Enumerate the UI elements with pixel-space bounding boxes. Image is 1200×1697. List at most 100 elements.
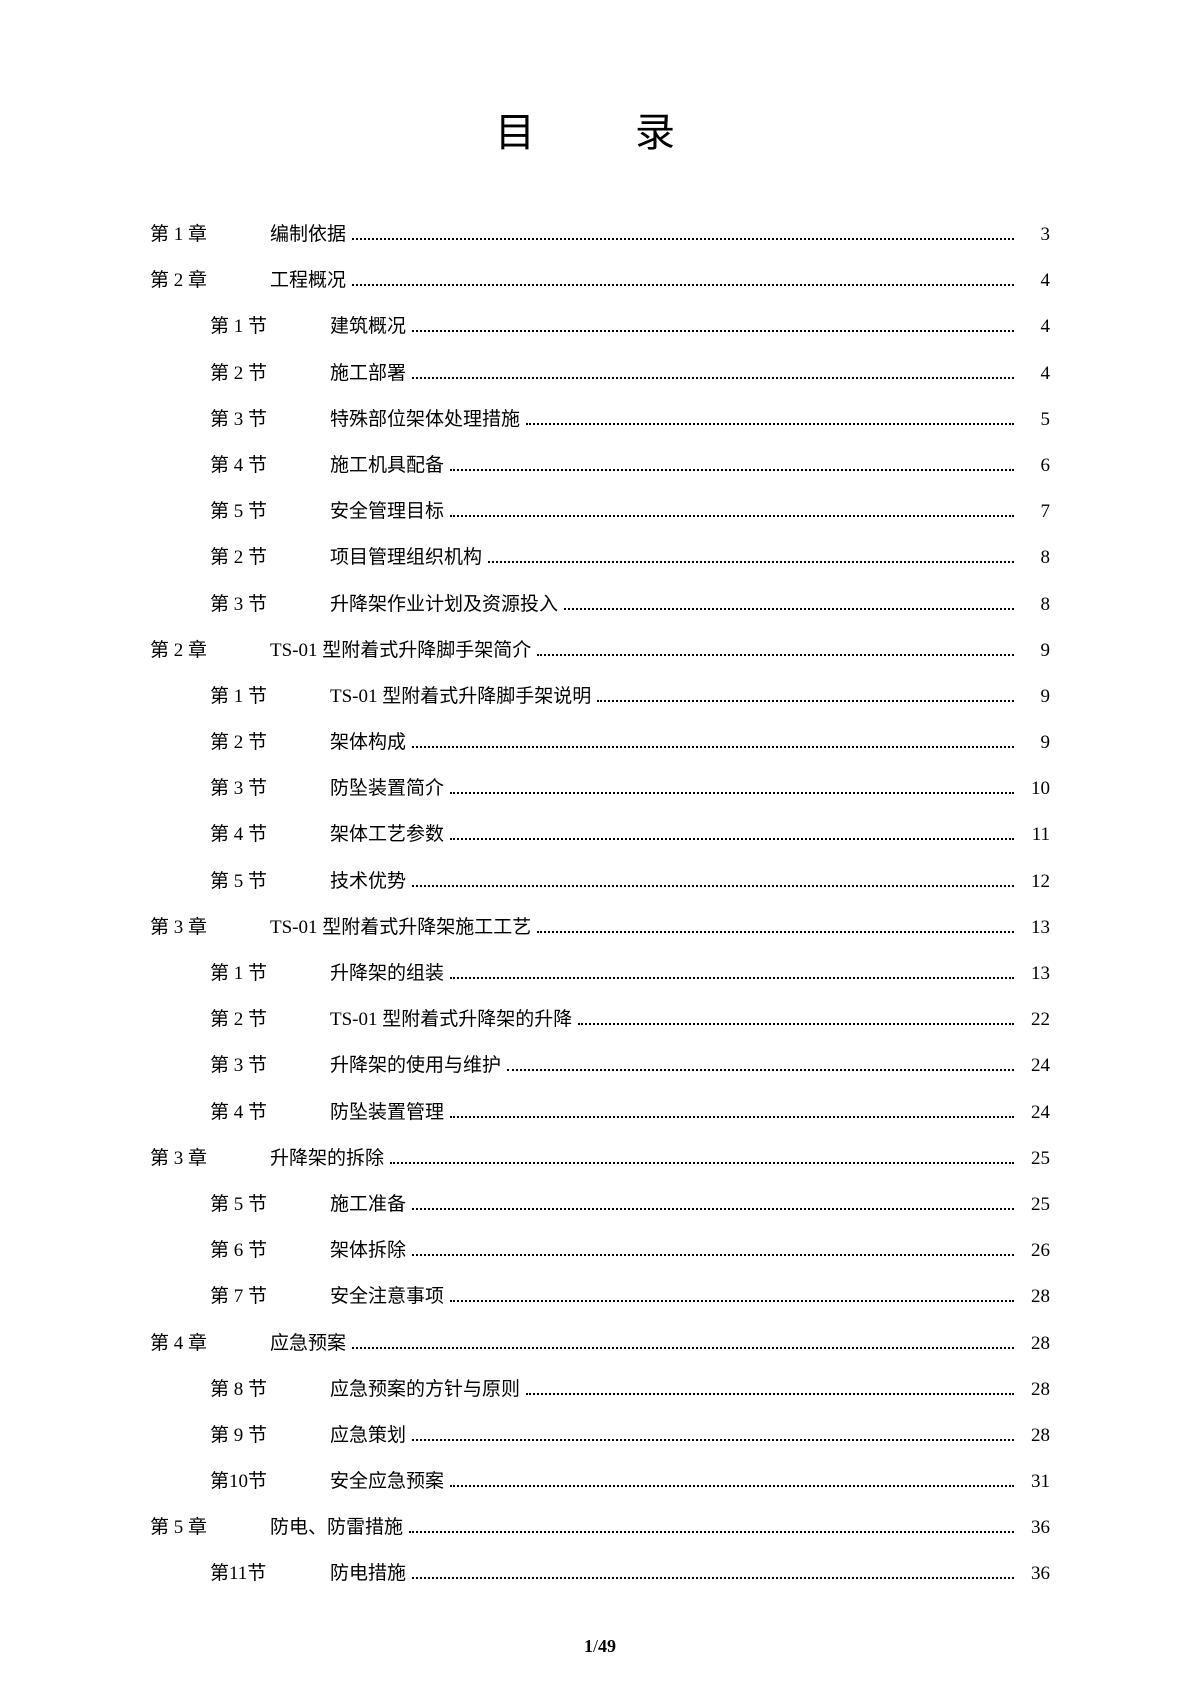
- toc-page-number: 28: [1020, 1419, 1050, 1453]
- toc-leader-dots: [537, 654, 1014, 656]
- toc-leader-dots: [597, 700, 1014, 702]
- toc-entry-title: 升降架作业计划及资源投入: [310, 588, 558, 622]
- toc-leader-dots: [537, 931, 1014, 933]
- toc-leader-dots: [564, 608, 1014, 610]
- toc-entry-title: 建筑概况: [310, 310, 406, 344]
- toc-section-label: 第 4 节: [150, 818, 310, 852]
- toc-leader-dots: [412, 1254, 1014, 1256]
- toc-section-label: 第 9 节: [150, 1419, 310, 1453]
- toc-page-number: 4: [1020, 310, 1050, 344]
- toc-leader-dots: [488, 561, 1014, 563]
- toc-page-number: 9: [1020, 634, 1050, 668]
- toc-page-number: 28: [1020, 1373, 1050, 1407]
- toc-page-number: 25: [1020, 1142, 1050, 1176]
- toc-leader-dots: [450, 792, 1014, 794]
- toc-leader-dots: [450, 838, 1014, 840]
- toc-entry: 第 3 章TS-01 型附着式升降架施工工艺 13: [150, 911, 1050, 945]
- toc-chapter-label: 第 5 章: [150, 1511, 250, 1545]
- toc-entry-title: 防坠装置简介: [310, 772, 444, 806]
- toc-entry-title: 升降架的组装: [310, 957, 444, 991]
- toc-entry: 第 2 章工程概况4: [150, 264, 1050, 298]
- toc-page-number: 4: [1020, 264, 1050, 298]
- toc-entry: 第 3 节特殊部位架体处理措施5: [150, 403, 1050, 437]
- toc-entry-title: 安全管理目标: [310, 495, 444, 529]
- toc-entry: 第 5 节施工准备25: [150, 1188, 1050, 1222]
- toc-entry-title: 施工准备: [310, 1188, 406, 1222]
- toc-leader-dots: [450, 515, 1014, 517]
- toc-page-number: 28: [1020, 1327, 1050, 1361]
- toc-leader-dots: [450, 1116, 1014, 1118]
- toc-page-number: 9: [1020, 726, 1050, 760]
- toc-entry: 第 3 节升降架作业计划及资源投入 8: [150, 588, 1050, 622]
- toc-entry-title: 特殊部位架体处理措施: [310, 403, 520, 437]
- toc-entry-title: 防坠装置管理: [310, 1096, 444, 1130]
- toc-entry-title: 升降架的拆除: [250, 1142, 384, 1176]
- toc-list: 第 1 章编制依据3第 2 章工程概况4第 1 节建筑概况4第 2 节施工部署4…: [150, 218, 1050, 1592]
- toc-entry-title: 架体拆除: [310, 1234, 406, 1268]
- toc-entry: 第 3 节防坠装置简介10: [150, 772, 1050, 806]
- toc-entry: 第 4 节防坠装置管理24: [150, 1096, 1050, 1130]
- toc-page-number: 13: [1020, 957, 1050, 991]
- toc-entry-title: TS-01 型附着式升降脚手架说明: [310, 680, 591, 714]
- toc-leader-dots: [526, 423, 1014, 425]
- toc-entry: 第 8 节应急预案的方针与原则28: [150, 1373, 1050, 1407]
- toc-leader-dots: [352, 284, 1014, 286]
- toc-entry: 第 3 节升降架的使用与维护24: [150, 1049, 1050, 1083]
- toc-entry: 第 2 节项目管理组织机构8: [150, 541, 1050, 575]
- toc-section-label: 第 4 节: [150, 1096, 310, 1130]
- toc-chapter-label: 第 2 章: [150, 634, 250, 668]
- toc-entry-title: 安全注意事项: [310, 1280, 444, 1314]
- toc-page-number: 36: [1020, 1557, 1050, 1591]
- toc-entry-title: 编制依据: [250, 218, 346, 252]
- toc-entry: 第10节安全应急预案31: [150, 1465, 1050, 1499]
- toc-entry-title: 安全应急预案: [310, 1465, 444, 1499]
- toc-chapter-label: 第 3 章: [150, 911, 250, 945]
- toc-leader-dots: [526, 1393, 1014, 1395]
- toc-page-number: 36: [1020, 1511, 1050, 1545]
- toc-section-label: 第 4 节: [150, 449, 310, 483]
- toc-entry: 第 7 节安全注意事项 28: [150, 1280, 1050, 1314]
- toc-leader-dots: [412, 1577, 1014, 1579]
- toc-leader-dots: [412, 330, 1014, 332]
- toc-leader-dots: [450, 1300, 1014, 1302]
- toc-section-label: 第 3 节: [150, 403, 310, 437]
- toc-leader-dots: [409, 1531, 1014, 1533]
- toc-entry: 第 5 节技术优势 12: [150, 865, 1050, 899]
- toc-section-label: 第 7 节: [150, 1280, 310, 1314]
- toc-page-number: 13: [1020, 911, 1050, 945]
- page-footer: 1/49: [0, 1636, 1200, 1657]
- toc-page-number: 31: [1020, 1465, 1050, 1499]
- toc-entry-title: 施工部署: [310, 357, 406, 391]
- toc-section-label: 第 3 节: [150, 588, 310, 622]
- toc-leader-dots: [507, 1069, 1014, 1071]
- toc-page-number: 8: [1020, 588, 1050, 622]
- toc-section-label: 第 2 节: [150, 726, 310, 760]
- toc-page-number: 10: [1020, 772, 1050, 806]
- toc-entry: 第11节防电措施36: [150, 1557, 1050, 1591]
- toc-section-label: 第 5 节: [150, 495, 310, 529]
- toc-leader-dots: [412, 885, 1014, 887]
- toc-leader-dots: [578, 1023, 1014, 1025]
- toc-section-label: 第 2 节: [150, 357, 310, 391]
- toc-section-label: 第 6 节: [150, 1234, 310, 1268]
- toc-section-label: 第 3 节: [150, 1049, 310, 1083]
- toc-page-number: 28: [1020, 1280, 1050, 1314]
- toc-entry: 第 2 节施工部署4: [150, 357, 1050, 391]
- toc-section-label: 第 5 节: [150, 865, 310, 899]
- toc-entry: 第 1 节建筑概况4: [150, 310, 1050, 344]
- toc-leader-dots: [450, 1485, 1014, 1487]
- toc-entry: 第 3 章升降架的拆除25: [150, 1142, 1050, 1176]
- toc-page-number: 12: [1020, 865, 1050, 899]
- toc-chapter-label: 第 1 章: [150, 218, 250, 252]
- toc-section-label: 第 1 节: [150, 957, 310, 991]
- toc-section-label: 第 1 节: [150, 680, 310, 714]
- toc-entry: 第 1 节TS-01 型附着式升降脚手架说明9: [150, 680, 1050, 714]
- toc-entry-title: 技术优势: [310, 865, 406, 899]
- toc-entry: 第 5 节安全管理目标7: [150, 495, 1050, 529]
- toc-entry-title: 项目管理组织机构: [310, 541, 482, 575]
- toc-leader-dots: [450, 977, 1014, 979]
- toc-section-label: 第 2 节: [150, 1003, 310, 1037]
- toc-entry-title: 架体工艺参数: [310, 818, 444, 852]
- toc-entry-title: TS-01 型附着式升降架的升降: [310, 1003, 572, 1037]
- toc-entry-title: TS-01 型附着式升降架施工工艺: [250, 911, 531, 945]
